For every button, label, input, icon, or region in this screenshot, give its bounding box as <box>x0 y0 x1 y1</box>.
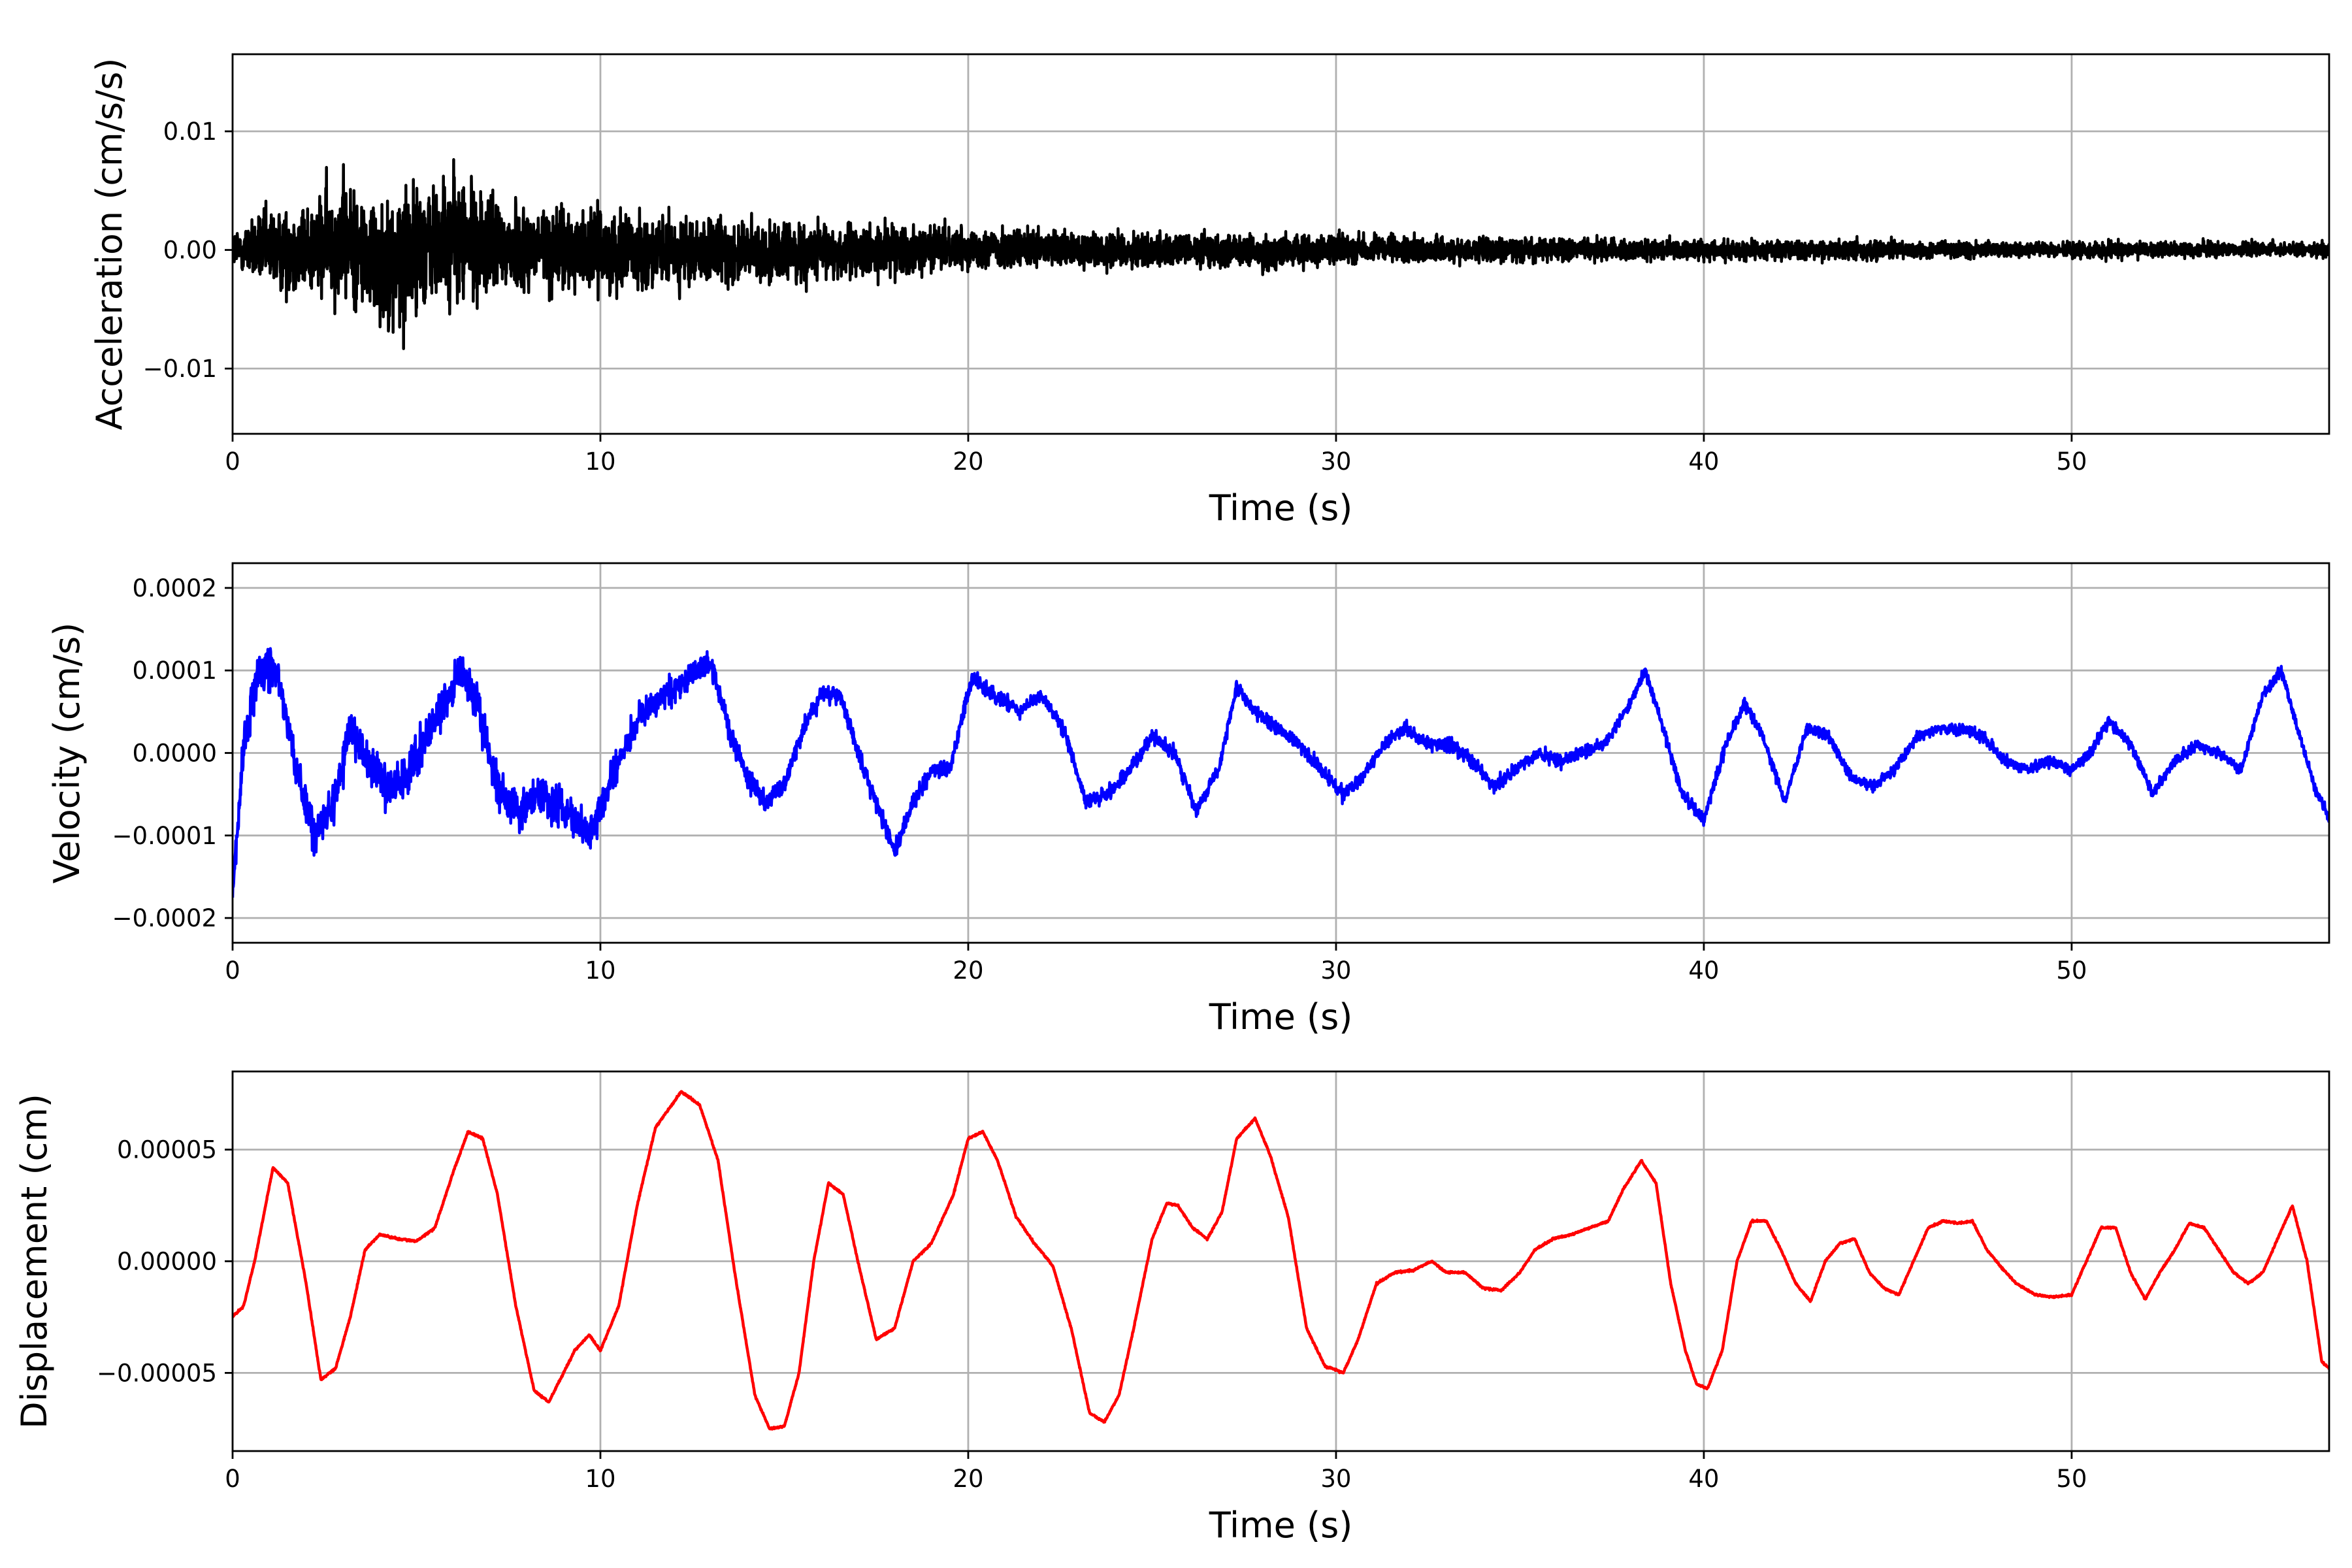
displacement-x-tick-label-0: 0 <box>225 1465 240 1493</box>
acceleration-panel: 0 10 20 30 40 50 −0.01 0.00 0.01 Time (s) Accele… <box>89 53 2330 529</box>
velocity-x-axis-label: Time (s) <box>1209 996 1353 1037</box>
acceleration-x-tick-label-2: 20 <box>953 448 983 476</box>
displacement-trace-group <box>233 1090 2329 1431</box>
displacement-y-axis-label: Displacement (cm) <box>14 1094 55 1429</box>
displacement-grid <box>231 1071 2329 1451</box>
velocity-grid <box>231 563 2329 943</box>
velocity-x-tick-label-3: 30 <box>1320 956 1351 985</box>
acceleration-ticks: 0 10 20 30 40 50 −0.01 0.00 0.01 <box>143 118 2087 476</box>
acceleration-x-tick-label-4: 40 <box>1688 448 1719 476</box>
velocity-x-tick-label-1: 10 <box>585 956 615 985</box>
acceleration-x-tick-label-1: 10 <box>585 448 615 476</box>
displacement-x-tick-label-2: 20 <box>953 1465 983 1493</box>
displacement-y-tick-label-0: −0.00005 <box>97 1359 217 1387</box>
acceleration-y-tick-label-1: 0.00 <box>163 237 217 265</box>
displacement-y-tick-label-2: 0.00005 <box>117 1136 217 1164</box>
displacement-ticks: 0 10 20 30 40 50 −0.00005 0.00000 0.00005 <box>97 1136 2087 1493</box>
acceleration-y-axis-label: Acceleration (cm/s/s) <box>89 58 130 431</box>
displacement-x-axis-label: Time (s) <box>1209 1505 1353 1546</box>
velocity-y-tick-label-3: 0.0001 <box>133 657 217 685</box>
velocity-ticks: 0 10 20 30 40 50 −0.0002 −0.0001 0.0000 0.0001 0.0… <box>112 574 2087 985</box>
displacement-x-tick-label-1: 10 <box>585 1465 615 1493</box>
acceleration-trace <box>233 158 2329 350</box>
velocity-y-tick-label-4: 0.0002 <box>133 574 217 602</box>
acceleration-trace-group <box>233 158 2329 350</box>
velocity-x-tick-label-0: 0 <box>225 956 240 985</box>
displacement-x-tick-label-3: 30 <box>1320 1465 1351 1493</box>
acceleration-y-tick-label-2: 0.01 <box>163 118 217 146</box>
displacement-trace <box>233 1090 2329 1431</box>
acceleration-x-axis-label: Time (s) <box>1209 487 1353 529</box>
acceleration-x-tick-label-5: 50 <box>2056 448 2087 476</box>
velocity-y-tick-label-2: 0.0000 <box>133 740 217 768</box>
acceleration-x-tick-label-3: 30 <box>1320 448 1351 476</box>
velocity-x-tick-label-2: 20 <box>953 956 983 985</box>
displacement-panel: 0 10 20 30 40 50 −0.00005 0.00000 0.00005 Time (… <box>14 1070 2330 1546</box>
velocity-panel: 0 10 20 30 40 50 −0.0002 −0.0001 0.0000 0.0001 0.0… <box>46 562 2330 1037</box>
displacement-x-tick-label-4: 40 <box>1688 1465 1719 1493</box>
velocity-trace <box>233 647 2329 898</box>
acceleration-y-tick-label-0: −0.01 <box>143 355 217 383</box>
displacement-x-tick-label-5: 50 <box>2056 1465 2087 1493</box>
displacement-y-tick-label-1: 0.00000 <box>117 1248 217 1276</box>
velocity-x-tick-label-4: 40 <box>1688 956 1719 985</box>
acceleration-x-tick-label-0: 0 <box>225 448 240 476</box>
acceleration-axes-frame <box>231 53 2330 435</box>
velocity-y-tick-label-1: −0.0001 <box>112 822 217 850</box>
velocity-x-tick-label-5: 50 <box>2056 956 2087 985</box>
velocity-y-tick-label-0: −0.0002 <box>112 904 217 932</box>
velocity-y-axis-label: Velocity (cm/s) <box>46 623 88 884</box>
velocity-trace-group <box>233 647 2329 898</box>
